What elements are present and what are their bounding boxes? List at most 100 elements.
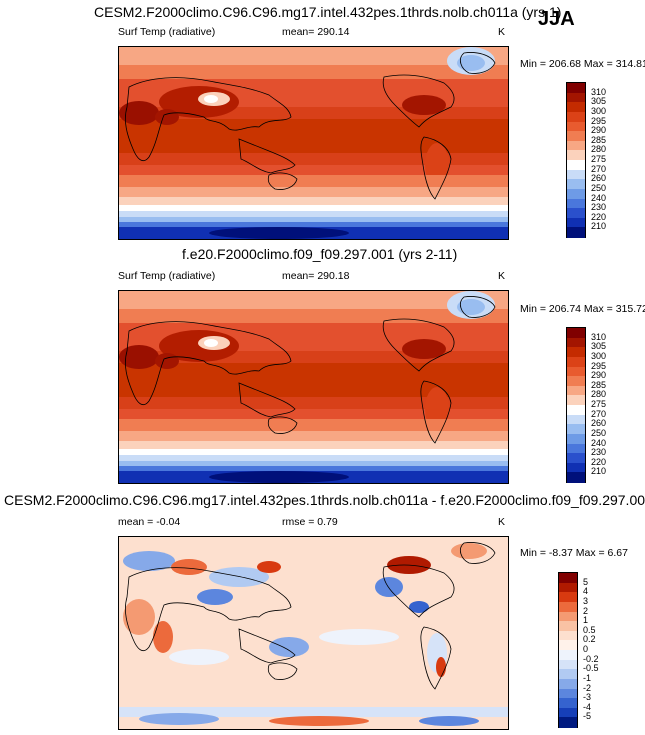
panel-3-minmax-label: Min = -8.37 Max = 6.67 — [520, 547, 628, 559]
colorbar-swatch — [567, 356, 585, 367]
colorbar-swatch — [567, 121, 585, 132]
colorbar-swatch — [559, 592, 577, 603]
colorbar-label: 250 — [591, 427, 607, 438]
colorbar-label: 305 — [591, 341, 607, 352]
colorbar-swatch — [567, 217, 585, 228]
colorbar-label: 275 — [591, 154, 607, 164]
colorbar-swatch — [567, 328, 585, 339]
colorbar-label: 280 — [591, 389, 607, 400]
colorbar-label: 2 — [583, 605, 589, 616]
colorbar-label: 275 — [591, 399, 607, 409]
colorbar-label: 310 — [591, 331, 607, 342]
panel-3-title: CESM2.F2000climo.C96.C96.mg17.intel.432p… — [4, 492, 645, 508]
panel-3-rmse-label: rmse = 0.79 — [282, 516, 338, 528]
colorbar-swatch — [567, 92, 585, 103]
colorbar-label: 305 — [591, 96, 607, 107]
colorbar-label: 270 — [591, 408, 607, 419]
panel-2-title: f.e20.F2000climo.f09_f09.297.001 (yrs 2-… — [182, 246, 458, 262]
colorbar-label: 260 — [591, 418, 607, 429]
season-label: JJA — [538, 8, 575, 30]
colorbar-swatch — [567, 102, 585, 113]
colorbar-swatch — [567, 472, 585, 483]
colorbar-swatch — [567, 414, 585, 425]
colorbar-label: 240 — [591, 192, 607, 203]
colorbar-label: 285 — [591, 379, 607, 390]
colorbar-swatch — [559, 630, 577, 641]
colorbar-label: 300 — [591, 105, 607, 116]
colorbar-swatch — [559, 601, 577, 612]
colorbar-swatch — [567, 405, 585, 416]
panel-2-colorbar: 310 305 300 295 290 285 280 275 270 260 250 240 230 2… — [566, 327, 606, 483]
colorbar-label: 3 — [583, 595, 589, 606]
colorbar-swatch — [567, 376, 585, 387]
colorbar-label: -3 — [583, 692, 592, 703]
colorbar-swatch — [567, 395, 585, 406]
colorbar-label: 270 — [591, 163, 607, 174]
colorbar-swatch — [567, 337, 585, 348]
colorbar-swatch — [559, 659, 577, 670]
colorbar-swatch — [559, 582, 577, 593]
colorbar-swatch — [567, 160, 585, 171]
colorbar-label: 230 — [591, 447, 607, 458]
panel-2-mean-label: mean= 290.18 — [282, 270, 350, 282]
colorbar-swatch — [567, 462, 585, 473]
colorbar-swatch — [559, 573, 577, 584]
colorbar-swatch — [559, 678, 577, 689]
panel-2-map — [118, 290, 509, 484]
colorbar-label: -2 — [583, 682, 592, 693]
panel-2-units-label: K — [498, 270, 506, 282]
colorbar-label: 0.2 — [583, 634, 596, 645]
colorbar-swatch — [567, 208, 585, 219]
panel-3-map-field — [119, 537, 508, 729]
colorbar-label: 210 — [591, 221, 607, 232]
panel-1-title: CESM2.F2000climo.C96.C96.mg17.intel.432p… — [94, 4, 562, 20]
colorbar-swatch — [567, 443, 585, 454]
colorbar-label: -4 — [583, 701, 592, 712]
colorbar-swatch — [567, 131, 585, 142]
panel-3-map — [118, 536, 509, 730]
colorbar-label: 240 — [591, 437, 607, 448]
colorbar-label: 290 — [591, 370, 607, 381]
panel-1-units-label: K — [498, 26, 506, 38]
colorbar-swatch — [559, 650, 577, 661]
panel-1-colorbar: 310 305 300 295 290 285 280 275 270 260 250 240 230 2… — [566, 82, 606, 238]
colorbar-label: -0.5 — [583, 663, 599, 674]
panel-2-minmax-label: Min = 206.74 Max = 315.72 — [520, 303, 645, 315]
colorbar-label: 5 — [583, 576, 589, 587]
panel-3-mean-label: mean = -0.04 — [118, 516, 181, 528]
colorbar-label: 310 — [591, 86, 607, 97]
colorbar-label: 1 — [583, 615, 589, 626]
panel-2-map-field — [119, 291, 508, 483]
colorbar-label: 300 — [591, 350, 607, 361]
colorbar-swatch — [567, 347, 585, 358]
colorbar-swatch — [567, 169, 585, 180]
panel-1-map — [118, 46, 509, 240]
colorbar-label: -5 — [583, 711, 592, 722]
panel-1-map-field — [119, 47, 508, 239]
colorbar-swatch — [567, 111, 585, 122]
colorbar-label: 280 — [591, 144, 607, 155]
colorbar-label: 260 — [591, 173, 607, 184]
colorbar-label: 0 — [583, 644, 589, 654]
colorbar-swatch — [559, 621, 577, 632]
colorbar-swatch — [567, 140, 585, 151]
colorbar-label: 220 — [591, 456, 607, 467]
colorbar-swatch — [567, 179, 585, 190]
colorbar-swatch — [567, 433, 585, 444]
colorbar-label: 220 — [591, 211, 607, 222]
colorbar-swatch — [567, 385, 585, 396]
colorbar-label: 210 — [591, 466, 607, 477]
colorbar-swatch — [559, 707, 577, 718]
panel-3-units-label: K — [498, 516, 506, 528]
colorbar-swatch — [559, 640, 577, 651]
colorbar-label: -1 — [583, 672, 592, 683]
colorbar-label: -0.2 — [583, 653, 599, 664]
panel-2-variable-label: Surf Temp (radiative) — [118, 270, 216, 282]
colorbar-swatch — [567, 424, 585, 435]
panel-1-minmax-label: Min = 206.68 Max = 314.81 — [520, 58, 645, 70]
colorbar-swatch — [559, 698, 577, 709]
colorbar-swatch — [559, 669, 577, 680]
panel-1-variable-label: Surf Temp (radiative) — [118, 26, 216, 38]
panel-1-mean-label: mean= 290.14 — [282, 26, 350, 38]
colorbar-swatch — [567, 188, 585, 199]
